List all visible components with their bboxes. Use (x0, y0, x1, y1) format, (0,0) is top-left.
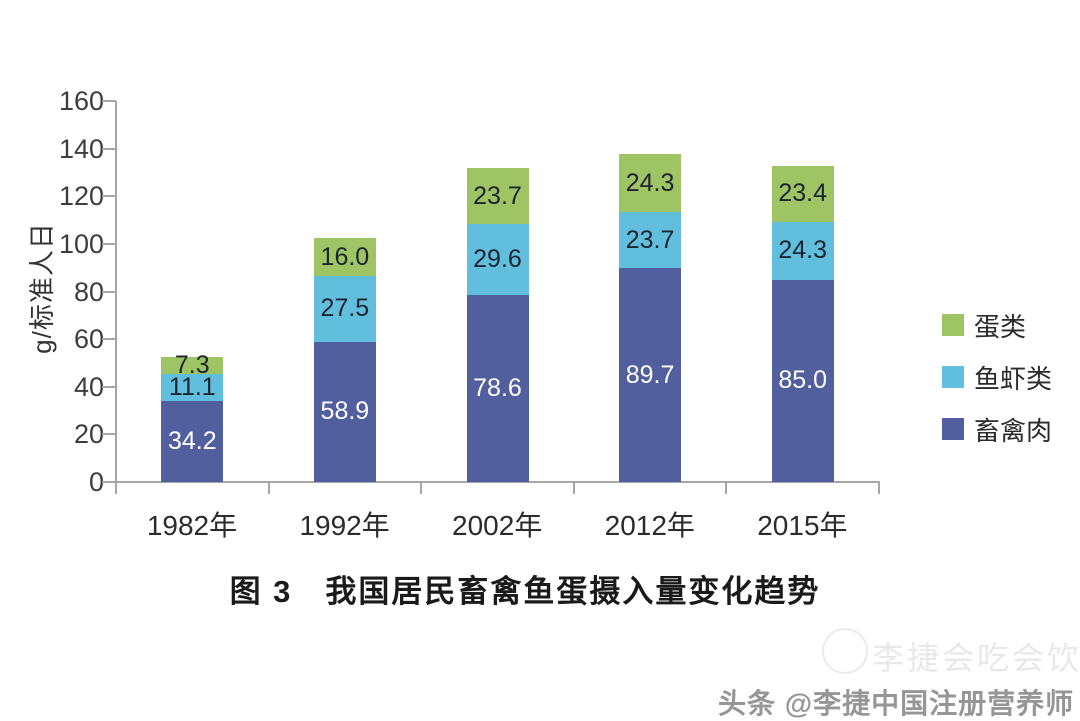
x-tick-mark (572, 482, 575, 494)
legend-item-蛋类: 蛋类 (942, 312, 1052, 342)
y-tick-mark (102, 242, 116, 245)
y-tick-mark (102, 481, 116, 483)
x-axis-category-label: 1982年 (146, 510, 238, 541)
y-tick-mark (102, 433, 116, 436)
bar-segment-鱼虾类: 24.3 (771, 221, 834, 280)
bar-value-label: 34.2 (167, 426, 217, 455)
watermark-logo-circle (822, 628, 868, 674)
bar-value-label: 27.5 (320, 294, 370, 323)
bar-value-label: 16.0 (320, 242, 370, 271)
x-tick-mark (725, 482, 728, 494)
bar-segment-鱼虾类: 23.7 (619, 211, 682, 269)
y-tick-mark (102, 100, 116, 102)
bar-segment-畜禽肉: 58.9 (313, 341, 376, 482)
x-tick-mark (878, 482, 880, 494)
legend: 蛋类 鱼虾类 畜禽肉 (942, 312, 1052, 468)
bar-value-label: 24.3 (625, 168, 675, 197)
legend-label: 鱼虾类 (974, 363, 1053, 394)
bar-value-label: 23.7 (625, 225, 675, 254)
bar-segment-鱼虾类: 11.1 (161, 372, 224, 401)
y-tick-mark (102, 385, 116, 388)
y-tick-label: 80 (73, 276, 104, 307)
legend-label: 畜禽肉 (974, 415, 1053, 446)
bar-segment-蛋类: 23.7 (466, 167, 529, 225)
x-axis-category-label: 2002年 (452, 510, 543, 541)
bar-value-label: 78.6 (473, 373, 522, 402)
bar-value-label: 23.7 (473, 181, 522, 210)
figure-caption: 图 3 我国居民畜禽鱼蛋摄入量变化趋势 (229, 574, 821, 609)
x-axis-category-label: 2015年 (757, 510, 848, 541)
bar-value-label: 85.0 (778, 366, 828, 395)
y-tick-label: 120 (58, 181, 104, 212)
bar-value-label: 7.3 (174, 350, 210, 379)
bar-segment-畜禽肉: 85.0 (771, 279, 834, 482)
y-tick-label: 100 (58, 228, 104, 259)
legend-swatch (942, 366, 964, 388)
y-tick-label: 20 (73, 419, 104, 450)
bar-value-label: 58.9 (320, 397, 370, 426)
y-tick-label: 160 (58, 86, 104, 116)
bar-segment-鱼虾类: 27.5 (313, 276, 376, 342)
bar-segment-畜禽肉: 78.6 (466, 294, 529, 482)
bar-segment-蛋类: 16.0 (313, 238, 376, 277)
x-tick-mark (267, 482, 270, 494)
watermark-account-text: 头条 @李捷中国注册营养师 (718, 688, 1075, 719)
x-axis-line (115, 481, 880, 483)
legend-swatch (942, 314, 964, 336)
bar-value-label: 23.4 (778, 179, 828, 208)
x-axis-category-label: 2012年 (604, 510, 695, 541)
watermark-faint-text: 李捷会吃会饮 (872, 640, 1080, 676)
bar-value-label: 11.1 (168, 372, 216, 401)
bar-value-label: 89.7 (625, 360, 675, 389)
bar-segment-鱼虾类: 29.6 (466, 224, 529, 295)
bar-value-label: 24.3 (778, 236, 828, 265)
bar-segment-畜禽肉: 89.7 (619, 268, 682, 482)
bar-segment-畜禽肉: 34.2 (161, 400, 224, 482)
bar-segment-蛋类: 7.3 (161, 352, 224, 377)
bar-segment-蛋类: 23.4 (771, 166, 834, 222)
y-tick-mark (102, 338, 116, 341)
legend-swatch (942, 418, 964, 440)
y-axis-line (115, 101, 117, 483)
legend-item-鱼虾类: 鱼虾类 (942, 364, 1052, 394)
y-tick-mark (102, 147, 116, 150)
y-tick-mark (102, 195, 116, 198)
x-tick-mark (420, 482, 423, 494)
y-tick-label: 140 (58, 133, 104, 164)
legend-label: 蛋类 (974, 311, 1027, 342)
y-tick-label: 60 (73, 324, 104, 355)
bar-segment-蛋类: 24.3 (619, 154, 682, 212)
legend-item-畜禽肉: 畜禽肉 (942, 416, 1052, 446)
y-tick-label: 40 (73, 371, 104, 402)
y-tick-label: 0 (88, 467, 104, 497)
x-tick-mark (115, 482, 117, 494)
y-tick-mark (102, 290, 116, 293)
x-axis-category-label: 1992年 (299, 510, 390, 541)
bar-value-label: 29.6 (473, 245, 522, 274)
